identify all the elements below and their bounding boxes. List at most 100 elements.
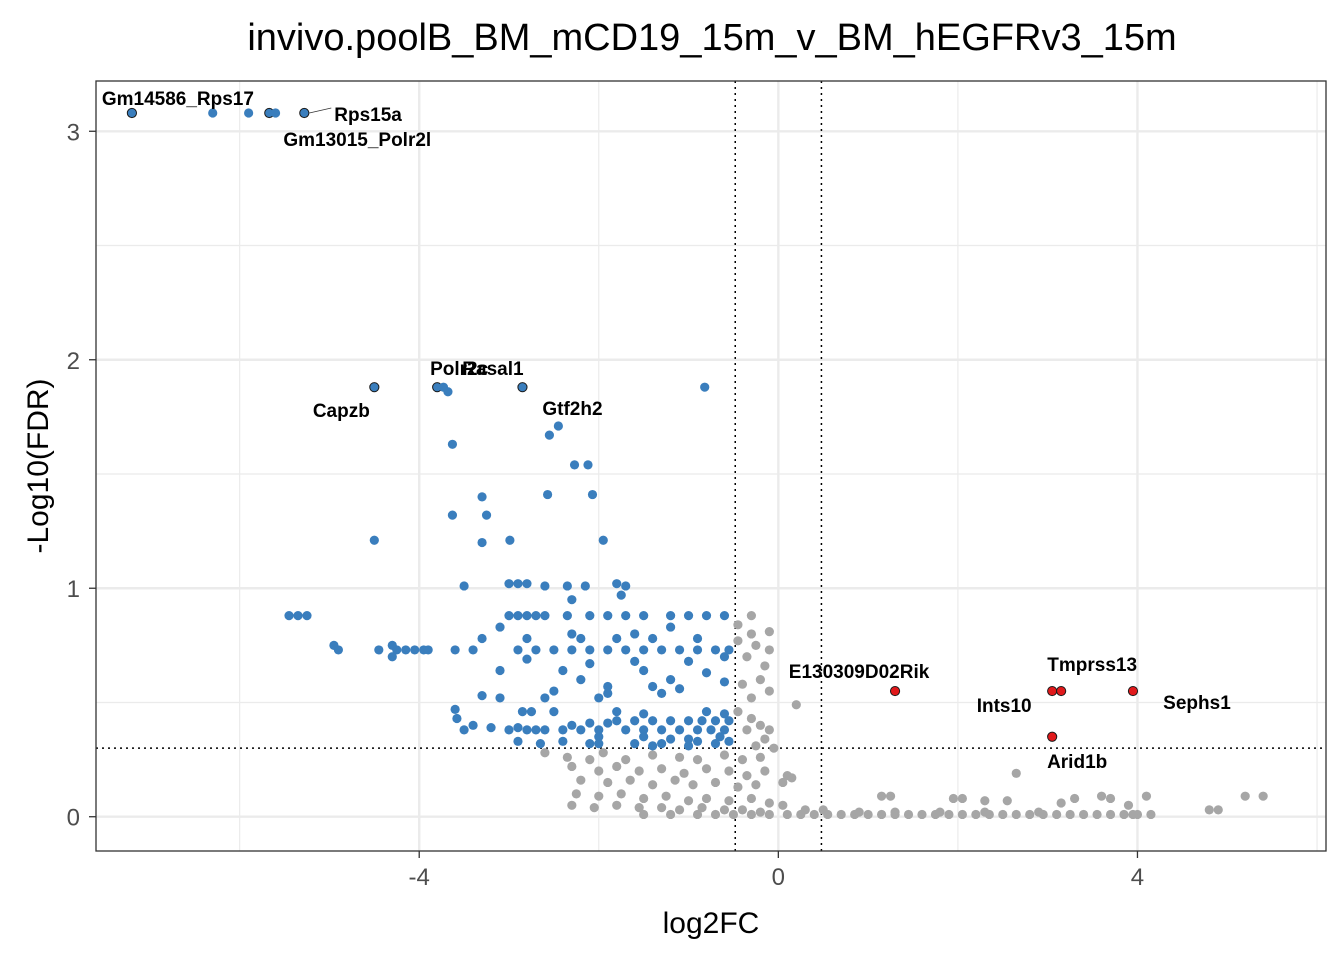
x-tick-label: 0 [772,864,785,891]
point-not-significant [603,777,613,788]
point-not-significant [751,741,761,751]
point-downregulated [450,704,460,714]
point-not-significant [1204,805,1214,815]
point-downregulated [401,645,411,655]
point-downregulated [603,718,613,728]
point-not-significant [885,791,896,801]
point-downregulated [410,645,420,655]
point-not-significant [1141,791,1152,801]
gene-label: Polr2c [430,359,489,380]
point-downregulated [468,720,478,730]
point-downregulated [724,716,734,726]
point-not-significant [724,796,734,806]
point-not-significant [692,809,703,820]
point-downregulated [612,633,622,644]
point-not-significant [612,800,622,810]
point-downregulated [665,622,676,632]
point-downregulated [126,107,138,119]
point-not-significant [625,775,635,785]
point-downregulated [612,579,622,589]
point-not-significant [948,793,959,804]
point-downregulated [531,725,541,735]
y-tick-label: 3 [67,119,80,146]
chart-title: invivo.poolB_BM_mCD19_15m_v_BM_hEGFRv3_1… [247,17,1176,59]
point-downregulated [477,537,487,548]
point-downregulated [683,734,694,744]
point-downregulated [567,629,577,639]
point-downregulated [583,460,593,470]
y-tick-label: 1 [67,576,80,603]
point-downregulated [513,611,523,621]
point-downregulated [477,492,487,502]
point-not-significant [639,793,649,804]
point-not-significant [710,777,721,788]
point-not-significant [616,789,626,799]
point-not-significant [674,752,685,762]
point-not-significant [944,809,954,820]
point-not-significant [733,620,743,630]
point-downregulated [692,736,703,746]
point-not-significant [1078,809,1089,820]
point-not-significant [567,800,577,810]
point-downregulated [648,741,658,751]
point-downregulated [522,633,532,644]
point-downregulated [621,725,631,735]
point-downregulated [719,725,730,735]
point-not-significant [589,802,599,813]
point-downregulated [569,460,580,470]
gene-label: Sephs1 [1163,693,1231,714]
point-downregulated [284,611,294,621]
point-not-significant [1128,809,1138,820]
point-not-significant [1240,791,1250,801]
point-downregulated [517,382,528,393]
point-downregulated [719,709,730,719]
point-downregulated [522,725,532,735]
point-not-significant [567,761,577,772]
point-not-significant [746,611,757,621]
point-downregulated [549,707,559,717]
point-downregulated [540,611,550,621]
x-tick-label: 4 [1131,864,1144,891]
point-downregulated [612,716,622,726]
point-downregulated [562,611,572,621]
point-downregulated [293,611,303,621]
gene-label: Gm13015_Polr2l [283,130,431,151]
point-downregulated [700,382,710,392]
point-not-significant [728,809,739,820]
point-not-significant [733,636,743,646]
point-not-significant [1034,807,1044,817]
point-downregulated [639,645,649,655]
point-downregulated [531,611,541,621]
point-downregulated [522,611,532,621]
point-not-significant [612,761,622,772]
point-not-significant [782,809,792,820]
point-not-significant [1056,798,1066,808]
point-downregulated [244,108,254,118]
point-not-significant [733,782,743,792]
point-not-significant [1011,809,1021,820]
point-downregulated [495,622,505,632]
point-upregulated [1047,685,1058,697]
point-downregulated [665,716,676,726]
point-downregulated [657,688,667,698]
point-downregulated [270,108,281,118]
point-downregulated [719,652,730,662]
point-downregulated [692,633,703,644]
x-axis-title: log2FC [663,907,760,940]
point-downregulated [544,430,554,440]
point-not-significant [863,809,873,820]
point-downregulated [447,439,458,449]
point-not-significant [1258,791,1268,801]
point-downregulated [553,421,563,431]
point-upregulated [1056,685,1067,697]
point-downregulated [715,732,725,742]
point-downregulated [701,668,712,678]
point-not-significant [764,809,774,820]
point-not-significant [760,661,770,671]
point-not-significant [648,780,658,790]
point-not-significant [1002,796,1012,806]
y-tick-label: 0 [67,805,80,832]
point-upregulated [1047,731,1058,742]
point-not-significant [746,629,757,639]
point-downregulated [665,675,676,685]
